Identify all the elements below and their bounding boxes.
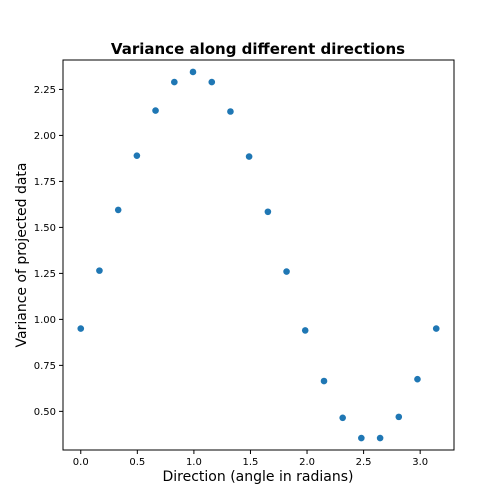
x-tick-label: 0.5 xyxy=(129,457,145,468)
x-axis: 0.0 0.5 1.0 1.5 2.0 2.5 3.0 xyxy=(73,450,428,468)
data-point xyxy=(114,206,122,214)
data-point xyxy=(432,325,440,332)
x-axis-label: Direction (angle in radians) xyxy=(163,469,354,485)
data-point xyxy=(189,68,197,76)
data-point xyxy=(152,107,159,114)
chart-title: Variance along different directions xyxy=(111,40,405,58)
data-point xyxy=(264,208,272,216)
y-tick-label: 1.75 xyxy=(34,177,56,188)
y-tick-label: 1.25 xyxy=(34,269,56,280)
x-tick-label: 2.0 xyxy=(299,457,315,468)
data-point xyxy=(301,327,309,334)
data-point xyxy=(96,267,103,274)
data-point xyxy=(339,414,346,422)
y-tick-label: 2.00 xyxy=(34,131,56,142)
data-point xyxy=(395,413,403,421)
y-tick-label: 2.25 xyxy=(34,85,56,96)
data-point xyxy=(245,153,253,160)
data-point xyxy=(227,108,234,115)
y-tick-label: 0.75 xyxy=(34,361,56,372)
data-point xyxy=(320,377,328,385)
y-axis-label: Variance of projected data xyxy=(14,163,30,348)
data-point xyxy=(414,375,421,383)
x-tick-label: 1.0 xyxy=(186,457,202,468)
y-tick-label: 1.00 xyxy=(34,315,56,326)
data-point xyxy=(283,268,290,275)
data-point xyxy=(133,152,141,159)
x-tick-label: 1.5 xyxy=(243,457,259,468)
data-point xyxy=(376,434,384,442)
plot-area xyxy=(62,59,455,451)
data-point xyxy=(77,325,85,332)
data-point xyxy=(358,434,365,442)
y-tick-label: 1.50 xyxy=(34,223,56,234)
x-tick-label: 3.0 xyxy=(412,457,428,468)
scatter-points xyxy=(77,68,440,442)
data-point xyxy=(208,78,216,86)
y-tick-label: 0.50 xyxy=(34,407,56,418)
data-point xyxy=(171,78,178,86)
x-tick-label: 0.0 xyxy=(73,457,89,468)
y-axis: 0.50 0.75 1.00 1.25 1.50 1.75 2.00 2.25 xyxy=(34,85,63,418)
x-tick-label: 2.5 xyxy=(356,457,372,468)
